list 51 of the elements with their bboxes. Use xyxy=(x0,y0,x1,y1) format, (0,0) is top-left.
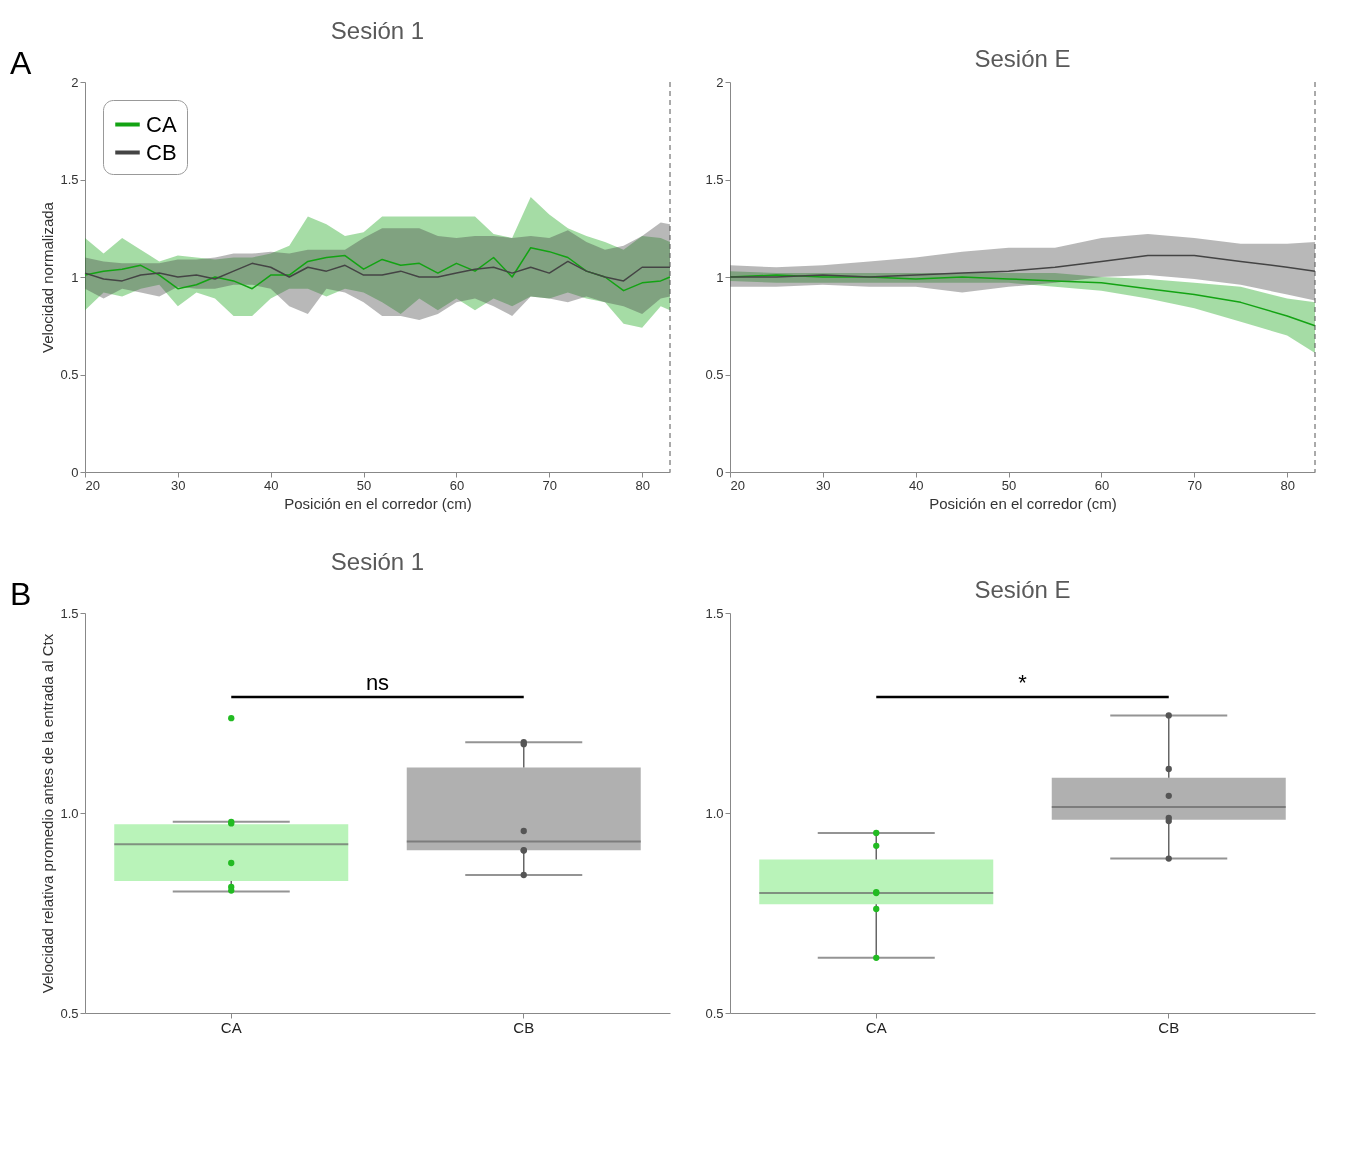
x-tick-label: CB xyxy=(513,1018,535,1036)
y-tick-label: 1 xyxy=(71,269,79,285)
x-tick-label: 40 xyxy=(908,477,924,493)
y-tick-label: 1.0 xyxy=(705,805,724,821)
x-tick-label: CB xyxy=(1158,1018,1180,1036)
x-tick-label: 30 xyxy=(816,477,831,493)
y-axis-title: Velocidad relativa promedio antes de la entrada al Ctx xyxy=(39,633,57,994)
x-axis-title: Posición en el corredor (cm) xyxy=(284,494,472,512)
y-tick-label: 2 xyxy=(716,74,724,90)
y-tick-label: 0 xyxy=(716,464,724,480)
x-tick-label: 60 xyxy=(1094,477,1110,493)
chart-title: Sesión 1 xyxy=(330,17,425,44)
x-tick-label: 50 xyxy=(1001,477,1017,493)
x-tick-label: 70 xyxy=(1187,477,1203,493)
y-tick-label: 0.5 xyxy=(705,367,724,382)
x-tick-label: 40 xyxy=(263,477,279,493)
annotation: * xyxy=(1018,670,1028,695)
x-tick-label: CA xyxy=(865,1018,887,1036)
x-tick-label: 20 xyxy=(730,477,745,493)
y-tick-label: 1 xyxy=(716,269,724,285)
chart-title: Sesión E xyxy=(974,576,1071,603)
x-axis-title: Posición en el corredor (cm) xyxy=(929,494,1117,512)
chart-title: Sesión E xyxy=(974,45,1071,72)
text: A xyxy=(10,45,32,81)
y-tick-label: 0 xyxy=(71,464,79,480)
y-tick-label: 0.5 xyxy=(60,1005,79,1021)
x-tick-label: 80 xyxy=(635,477,650,493)
y-tick-label: 1.0 xyxy=(60,805,79,821)
line-series xyxy=(729,254,1316,278)
text: B xyxy=(10,576,32,612)
y-tick-label: 1.5 xyxy=(60,172,79,187)
x-tick-label: 80 xyxy=(1280,477,1295,493)
x-tick-label: 20 xyxy=(85,477,100,493)
chart-title: Sesión 1 xyxy=(330,548,425,575)
legend-label: CB xyxy=(146,139,177,165)
x-tick-label: 60 xyxy=(449,477,465,493)
x-tick-label: CA xyxy=(220,1018,242,1036)
legend-label: CA xyxy=(146,111,177,137)
y-axis-title: Velocidad normalizada xyxy=(39,201,57,353)
y-tick-label: 0.5 xyxy=(705,1005,724,1021)
x-tick-label: 50 xyxy=(356,477,372,493)
x-tick-label: 70 xyxy=(542,477,558,493)
y-tick-label: 2 xyxy=(71,74,79,90)
annotation: ns xyxy=(365,670,390,695)
y-tick-label: 1.5 xyxy=(705,605,724,621)
y-tick-label: 0.5 xyxy=(60,367,79,382)
line-series xyxy=(84,247,671,292)
y-tick-label: 1.5 xyxy=(705,172,724,187)
y-tick-label: 1.5 xyxy=(60,605,79,621)
line-series xyxy=(84,260,671,282)
x-tick-label: 30 xyxy=(171,477,186,493)
